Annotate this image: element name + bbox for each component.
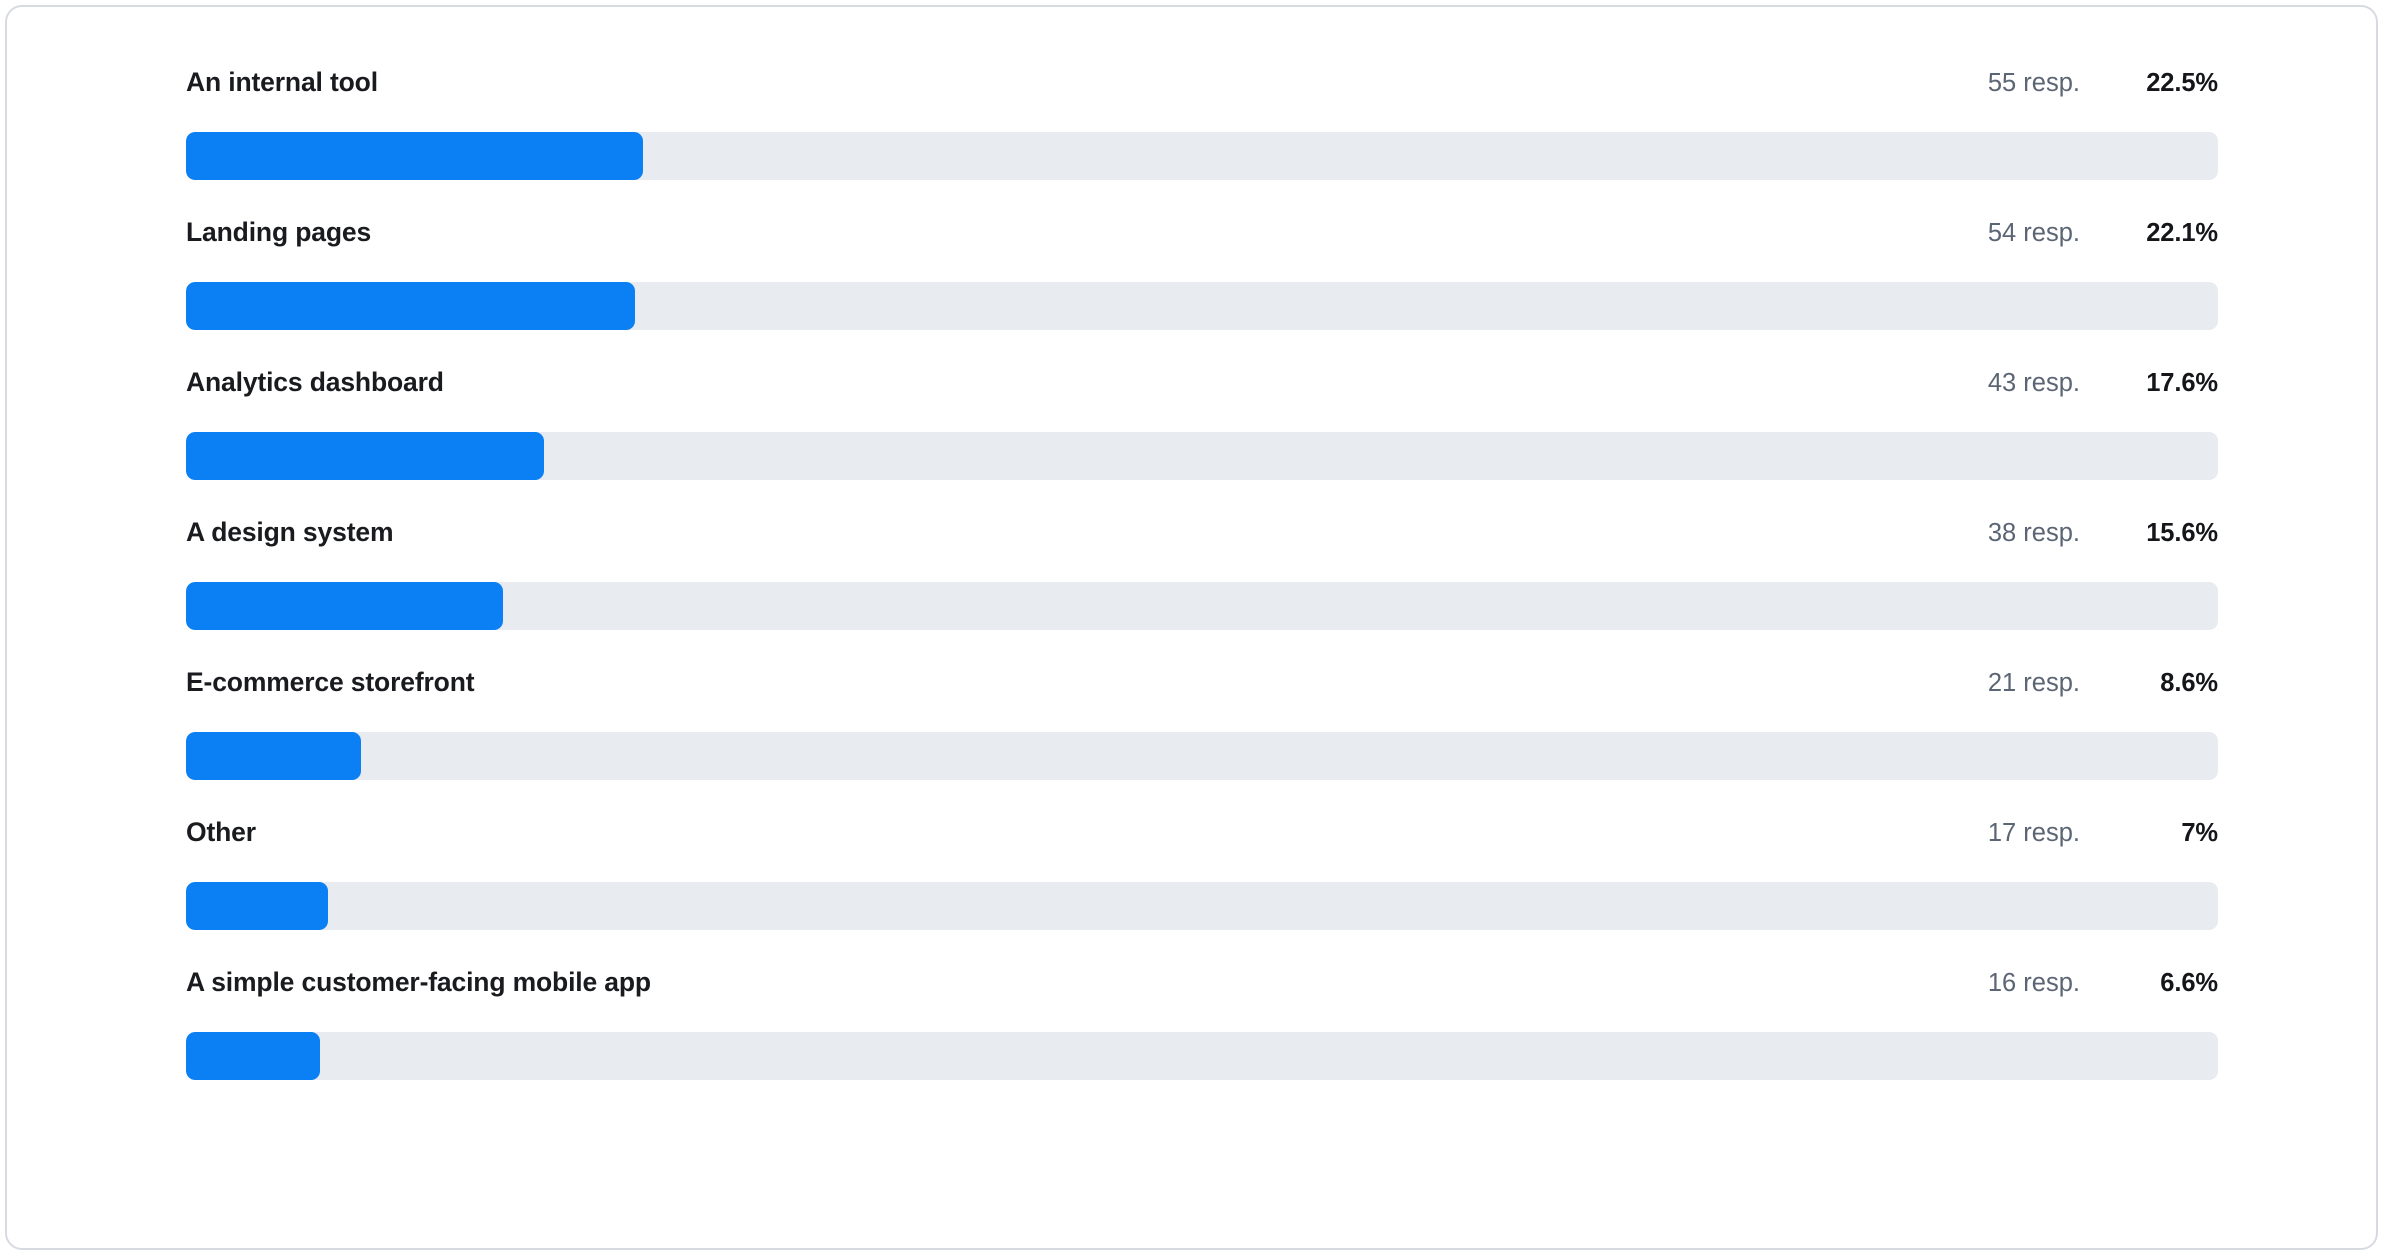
result-row: A simple customer-facing mobile app 16 re…	[186, 962, 2218, 1112]
response-percent: 6.6%	[2160, 969, 2218, 997]
result-stats: 17 resp. 7%	[1988, 813, 2218, 853]
bar-fill	[186, 582, 503, 630]
result-label: Analytics dashboard	[186, 367, 444, 397]
bar-fill	[186, 732, 361, 780]
bar-fill	[186, 1032, 321, 1080]
result-row: Landing pages 54 resp. 22.1%	[186, 212, 2218, 362]
result-label: A simple customer-facing mobile app	[186, 967, 651, 997]
response-count: 38 resp.	[1987, 519, 2080, 547]
result-row-header: A design system 38 resp. 15.6%	[186, 512, 2218, 552]
bar-track	[186, 1032, 2218, 1080]
result-stats: 55 resp. 22.5%	[1988, 63, 2218, 103]
result-row-header: Analytics dashboard 43 resp. 17.6%	[186, 362, 2218, 402]
bar-track	[186, 432, 2218, 480]
result-row-header: Landing pages 54 resp. 22.1%	[186, 212, 2218, 252]
result-label: Landing pages	[186, 217, 372, 247]
result-row: A design system 38 resp. 15.6%	[186, 512, 2218, 662]
response-count: 17 resp.	[1987, 819, 2080, 847]
result-label: A design system	[186, 517, 394, 547]
result-stats: 54 resp. 22.1%	[1988, 213, 2218, 253]
result-stats: 21 resp. 8.6%	[1988, 663, 2218, 703]
result-row-header: A simple customer-facing mobile app 16 re…	[186, 962, 2218, 1002]
result-stats: 43 resp. 17.6%	[1988, 363, 2218, 403]
bar-fill	[186, 132, 644, 180]
results-list: An internal tool 55 resp. 22.5% Landing pag…	[186, 62, 2218, 1112]
response-count: 16 resp.	[1987, 969, 2080, 997]
response-count: 54 resp.	[1987, 219, 2080, 247]
result-stats: 38 resp. 15.6%	[1988, 513, 2218, 553]
result-row: Analytics dashboard 43 resp. 17.6%	[186, 362, 2218, 512]
bar-fill	[186, 882, 329, 930]
result-label: Other	[186, 817, 256, 847]
response-percent: 22.5%	[2146, 69, 2218, 97]
result-label: An internal tool	[186, 67, 378, 97]
bar-track	[186, 132, 2218, 180]
response-percent: 17.6%	[2146, 369, 2218, 397]
result-row-header: E-commerce storefront 21 resp. 8.6%	[186, 662, 2218, 702]
response-percent: 8.6%	[2160, 669, 2218, 697]
response-count: 43 resp.	[1987, 369, 2080, 397]
response-percent: 7%	[2181, 819, 2218, 847]
bar-fill	[186, 432, 544, 480]
bar-track	[186, 882, 2218, 930]
result-row: Other 17 resp. 7%	[186, 812, 2218, 962]
result-label: E-commerce storefront	[186, 667, 475, 697]
survey-results-card: An internal tool 55 resp. 22.5% Landing pag…	[5, 5, 2378, 1250]
result-row-header: An internal tool 55 resp. 22.5%	[186, 62, 2218, 102]
result-stats: 16 resp. 6.6%	[1988, 963, 2218, 1003]
bar-track	[186, 732, 2218, 780]
bar-track	[186, 282, 2218, 330]
response-count: 55 resp.	[1987, 69, 2080, 97]
response-percent: 15.6%	[2146, 519, 2218, 547]
bar-fill	[186, 282, 636, 330]
response-percent: 22.1%	[2146, 219, 2218, 247]
result-row-header: Other 17 resp. 7%	[186, 812, 2218, 852]
response-count: 21 resp.	[1987, 669, 2080, 697]
result-row: E-commerce storefront 21 resp. 8.6%	[186, 662, 2218, 812]
result-row: An internal tool 55 resp. 22.5%	[186, 62, 2218, 212]
bar-track	[186, 582, 2218, 630]
